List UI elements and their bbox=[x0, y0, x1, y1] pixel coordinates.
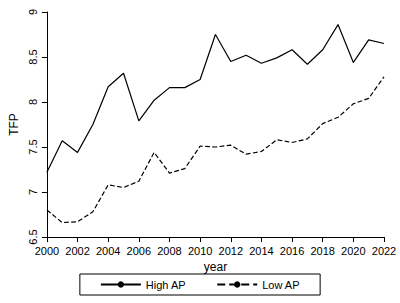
svg-text:2018: 2018 bbox=[310, 245, 334, 257]
svg-text:Low AP: Low AP bbox=[262, 279, 299, 291]
svg-text:6.5: 6.5 bbox=[27, 229, 39, 244]
svg-text:High AP: High AP bbox=[146, 279, 186, 291]
svg-text:2022: 2022 bbox=[372, 245, 396, 257]
svg-text:2000: 2000 bbox=[35, 245, 59, 257]
svg-text:2020: 2020 bbox=[341, 245, 365, 257]
svg-text:2006: 2006 bbox=[127, 245, 151, 257]
svg-text:2008: 2008 bbox=[157, 245, 181, 257]
svg-text:9: 9 bbox=[27, 9, 39, 15]
svg-text:2010: 2010 bbox=[188, 245, 212, 257]
svg-text:7.5: 7.5 bbox=[27, 139, 39, 154]
svg-text:TFP: TFP bbox=[7, 113, 21, 136]
svg-text:2012: 2012 bbox=[219, 245, 243, 257]
svg-text:7: 7 bbox=[27, 189, 39, 195]
svg-text:year: year bbox=[204, 260, 227, 274]
svg-text:2014: 2014 bbox=[249, 245, 273, 257]
svg-text:8.5: 8.5 bbox=[27, 49, 39, 64]
svg-text:2016: 2016 bbox=[280, 245, 304, 257]
svg-text:8: 8 bbox=[27, 99, 39, 105]
svg-text:2004: 2004 bbox=[96, 245, 120, 257]
svg-text:2002: 2002 bbox=[65, 245, 89, 257]
